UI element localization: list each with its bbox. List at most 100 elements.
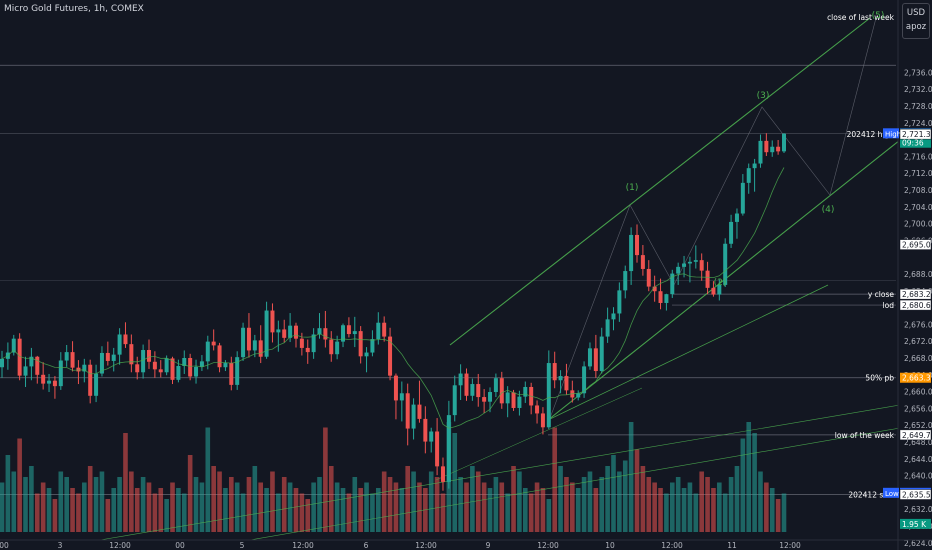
volume-bar: [417, 482, 422, 532]
volume-bar: [746, 422, 752, 532]
wave-annotations: close of last week (1) (2) (3) (4) (5) 202412 …: [626, 11, 895, 500]
volume-bar: [622, 460, 628, 532]
volume-bar: [287, 482, 293, 532]
volume-bar: [158, 488, 164, 532]
y-tick-label: 2,624.0: [904, 539, 932, 548]
volume-bar: [528, 493, 534, 532]
wave-label: close of last week: [827, 13, 895, 22]
volume-bar: [170, 482, 175, 532]
candle-body: [587, 348, 592, 367]
candle-body: [199, 361, 204, 367]
candle-body: [170, 358, 175, 380]
price-axis-background: [898, 0, 932, 550]
candle-body: [599, 336, 604, 372]
candle-body: [658, 291, 663, 303]
volume-bar: [493, 477, 499, 532]
time-axis[interactable]: 00 3 12:00 00 5 12:00 6 12:00 9 12:00 10 12:00 11 12:…: [0, 539, 932, 550]
candle-body: [329, 339, 334, 355]
volume-bar: [399, 488, 405, 532]
candle-body: [317, 328, 322, 335]
volume-bar: [364, 482, 369, 532]
volume-bars: [0, 422, 787, 532]
price-tag: [899, 239, 932, 250]
volume-bar: [281, 477, 287, 532]
y-tick-label: 2,732.0: [904, 85, 932, 94]
candle-body: [241, 327, 246, 358]
candle-body: [505, 392, 510, 404]
volume-bar: [664, 493, 669, 532]
moving-average-line: [1, 167, 785, 429]
candle-body: [82, 364, 87, 372]
y-tick-label: 2,716.0: [904, 152, 932, 161]
y-tick-label: 2,728.0: [904, 102, 932, 111]
volume-bar: [52, 499, 58, 532]
y-tick-label: 2,672.0: [904, 337, 932, 346]
candle-body: [141, 350, 146, 373]
volume-bar: [328, 466, 334, 532]
wave-label: (1): [626, 183, 639, 193]
price-tag: [900, 518, 931, 529]
x-tick-label: 00: [0, 541, 9, 550]
x-tick-label: 12:00: [661, 541, 683, 550]
volume-bar: [781, 493, 787, 532]
volume-bar: [470, 466, 475, 532]
price-tag-label: 2,680.6: [902, 301, 931, 310]
candle-body: [252, 340, 257, 351]
x-tick-label: 9: [486, 541, 491, 550]
candle-body: [393, 375, 398, 401]
volume-bar: [346, 493, 352, 532]
currency-unit-button[interactable]: USD apoz: [902, 3, 930, 39]
candle-body: [23, 366, 28, 376]
candle-body: [358, 331, 363, 357]
price-tag: [899, 489, 932, 500]
volume-bar: [752, 433, 757, 532]
volume-bar: [769, 488, 775, 532]
price-tag-label: 2,695.0: [902, 241, 931, 250]
volume-bar: [646, 477, 652, 532]
candle-body: [552, 363, 557, 381]
candle-body: [429, 431, 434, 442]
volume-bar: [270, 471, 275, 532]
volume-bar: [575, 488, 581, 532]
volume-bar: [481, 482, 487, 532]
volume-bar: [717, 482, 722, 532]
candle-body: [58, 360, 63, 387]
level-caption: 202412 sow: [848, 491, 894, 500]
volume-bar: [487, 488, 493, 532]
candle-body: [605, 319, 610, 337]
candle-body: [482, 397, 487, 402]
price-tag-caption: Low: [885, 490, 899, 498]
candle-body: [676, 266, 681, 274]
trend-line: [99, 404, 901, 541]
volume-bar: [0, 482, 5, 532]
candle-body: [382, 322, 387, 337]
volume-bar: [64, 477, 69, 532]
wave-label: (3): [757, 91, 770, 101]
volume-bar: [628, 422, 634, 532]
candle-body: [217, 345, 222, 368]
candle-body: [246, 327, 251, 351]
volume-bar: [129, 471, 134, 532]
volume-bar: [340, 488, 346, 532]
price-axis[interactable]: 2,736.0 2,732.0 2,728.0 2,724.0 2,716.0 2,712…: [883, 0, 932, 550]
currency-label: USD: [906, 8, 926, 18]
candle-body: [417, 404, 422, 419]
candle-body: [593, 348, 598, 372]
candle-body: [458, 373, 463, 386]
candle-body: [699, 260, 704, 271]
volume-bar: [640, 466, 646, 532]
candle-body: [446, 415, 451, 482]
candle-body: [493, 378, 498, 393]
candle-body: [123, 334, 128, 345]
volume-bar: [675, 477, 681, 532]
volume-bar: [587, 471, 593, 532]
volume-bar: [699, 471, 704, 532]
candle-body: [188, 358, 193, 377]
candle-body: [664, 294, 669, 303]
candle-body: [376, 322, 381, 340]
unit-label: apoz: [905, 22, 927, 32]
candle-body: [311, 334, 316, 353]
y-tick-label: 2,712.0: [904, 169, 932, 178]
price-tag: [899, 288, 932, 300]
